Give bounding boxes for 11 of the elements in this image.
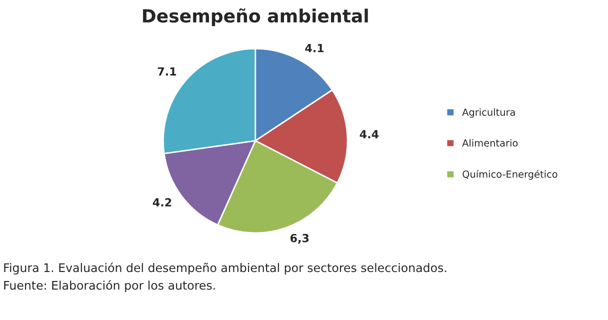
data-label: 6,3: [290, 234, 309, 244]
source-note: Fuente: Elaboración por los autores.: [4, 280, 215, 292]
legend-label: Agricultura: [462, 108, 515, 118]
chart-title: Desempeño ambiental: [143, 8, 368, 26]
data-label: 4.2: [152, 198, 172, 206]
data-label: 4.1: [305, 44, 324, 52]
data-label: 7.1: [158, 67, 176, 76]
text: Figura 1. Evaluación del desempeño ambiental por sectores seleccionados.: [4, 262, 446, 274]
legend-label: Alimentario: [462, 139, 518, 147]
data-label: 4.4: [360, 130, 379, 138]
legend-label: Químico-Energético: [462, 170, 558, 180]
